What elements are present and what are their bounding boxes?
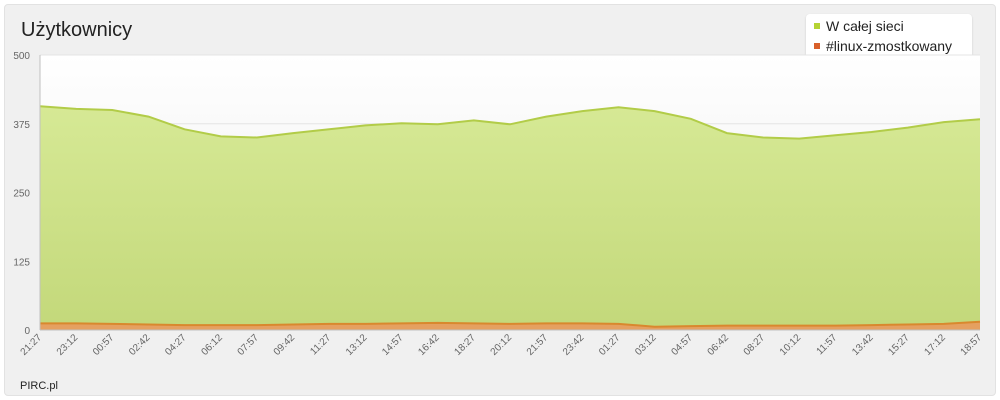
y-tick-label: 250: [13, 189, 30, 200]
x-tick-label: 01:27: [597, 332, 623, 358]
x-tick-label: 08:27: [742, 332, 768, 358]
x-tick-label: 16:42: [416, 332, 442, 358]
legend-swatch-channel: [814, 43, 820, 50]
brand-label: PIRC.pl: [20, 380, 58, 392]
x-tick-label: 18:57: [959, 332, 985, 358]
x-tick-label: 10:12: [778, 332, 804, 358]
x-tick-label: 06:42: [706, 332, 732, 358]
x-tick-label: 02:42: [127, 332, 153, 358]
x-tick-label: 00:57: [91, 332, 117, 358]
x-tick-label: 03:12: [633, 332, 659, 358]
x-tick-label: 06:12: [199, 332, 225, 358]
series-area-network: [40, 106, 980, 330]
x-tick-label: 13:42: [850, 332, 876, 358]
x-tick-label: 23:42: [561, 332, 587, 358]
x-tick-label: 20:12: [489, 332, 515, 358]
legend[interactable]: W całej sieci #linux-zmostkowany: [806, 14, 972, 59]
legend-swatch-network: [814, 23, 820, 30]
x-tick-label: 11:27: [308, 332, 333, 357]
legend-label-network: W całej sieci: [826, 18, 904, 34]
series-line-channel: [40, 320, 981, 328]
y-tick-label: 500: [13, 51, 30, 62]
series-line-network: [39, 105, 981, 140]
y-tick-label: 375: [13, 120, 30, 131]
x-tick-label: 21:27: [19, 332, 45, 358]
legend-item-network[interactable]: W całej sieci: [814, 18, 904, 34]
x-tick-label: 07:57: [236, 332, 262, 358]
legend-label-channel: #linux-zmostkowany: [826, 38, 953, 54]
legend-item-channel[interactable]: #linux-zmostkowany: [814, 38, 952, 54]
y-tick-label: 125: [13, 257, 30, 268]
x-tick-label: 04:57: [669, 332, 695, 358]
x-tick-label: 11:57: [815, 332, 840, 357]
chart-title: Użytkownicy: [21, 19, 133, 41]
x-tick-label: 13:12: [344, 332, 370, 358]
x-tick-label: 14:57: [380, 332, 406, 358]
x-tick-label: 15:27: [886, 332, 912, 358]
x-tick-label: 21:57: [525, 332, 551, 358]
x-tick-label: 17:12: [922, 332, 948, 358]
x-tick-label: 23:12: [55, 332, 81, 358]
series-area-channel: [40, 321, 980, 330]
y-tick-label: 0: [24, 326, 30, 337]
x-tick-label: 18:27: [452, 332, 478, 358]
x-tick-label: 04:27: [163, 332, 189, 358]
x-tick-label: 09:42: [272, 332, 298, 358]
